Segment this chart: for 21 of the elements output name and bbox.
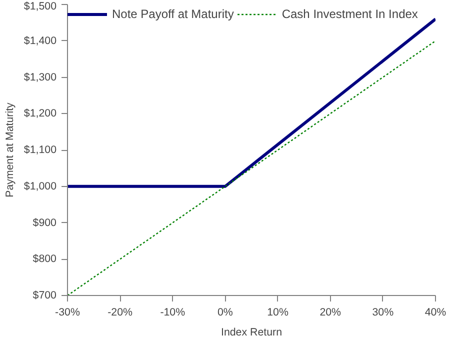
x-tick-label: 30% xyxy=(372,306,394,318)
x-tick-label: -10% xyxy=(160,306,186,318)
y-tick-label: $900 xyxy=(32,216,57,229)
y-tick-label: $1,400 xyxy=(24,34,57,47)
x-tick-label: 40% xyxy=(424,306,447,318)
y-tick-label: $1,300 xyxy=(24,71,57,84)
y-tick-label: $1,100 xyxy=(24,144,57,156)
x-tick-label: 0% xyxy=(218,306,234,318)
legend-label: Cash Investment In Index xyxy=(282,7,418,21)
x-tick-label: -30% xyxy=(55,306,80,318)
x-tick-label: 20% xyxy=(320,306,342,318)
y-tick-label: $800 xyxy=(32,253,57,266)
y-tick-label: $1,000 xyxy=(24,180,57,192)
y-tick-label: $1,500 xyxy=(24,0,57,12)
y-tick-label: $1,200 xyxy=(24,108,57,120)
legend-label: Note Payoff at Maturity xyxy=(112,7,234,21)
y-axis-title: Payment at Maturity xyxy=(4,102,16,198)
x-tick-label: -20% xyxy=(108,306,134,318)
y-tick-label: $700 xyxy=(32,290,57,302)
x-tick-label: 10% xyxy=(267,306,289,318)
x-axis-title: Index Return xyxy=(220,326,282,338)
